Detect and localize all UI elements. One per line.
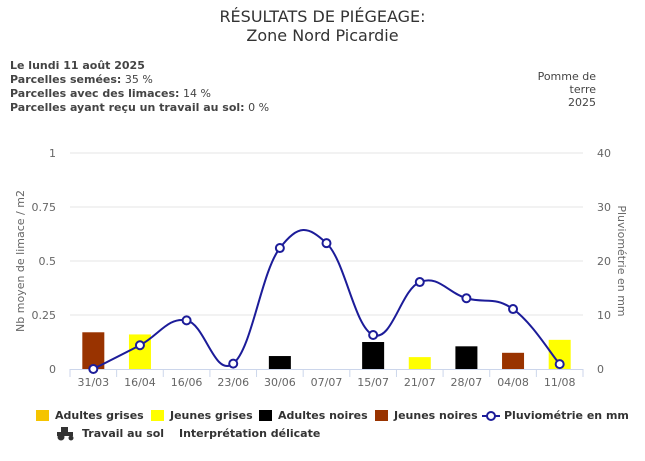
slugs-label: Parcelles avec des limaces [10,87,176,100]
crop-line: terre [569,83,596,96]
bar-jeunes-grises [548,339,571,369]
y-tick-label: 0.75 [32,201,57,214]
legend-label: Adultes noires [278,409,368,422]
x-tick-label: 23/06 [217,376,249,389]
rain-point [321,238,332,249]
rain-point [414,277,425,288]
y2-tick-label: 10 [597,309,611,322]
x-tick-label: 16/06 [171,376,203,389]
rain-line [92,229,561,370]
rain-point [228,358,239,369]
soil-label: Parcelles ayant reçu un travail au sol [10,101,241,114]
legend-label: Adultes grises [55,409,144,422]
x-tick-label: 15/07 [357,376,389,389]
x-tick-label: 04/08 [497,376,529,389]
legend-travail-sol[interactable]: Travail au sol [55,425,164,441]
legend-label: Travail au sol [82,426,165,440]
legend-label: Jeunes grises [170,409,253,422]
y-axis-title: Nb moyen de limace / m2 [14,190,27,332]
x-tick-label: 21/07 [404,376,436,389]
x-tick-label: 11/08 [544,376,576,389]
bar-jeunes-grises [408,357,431,369]
bar-adultes-noires [455,346,478,369]
bar-adultes-noires [362,342,385,369]
legend-adultes-grises[interactable]: Adultes grises [36,409,144,422]
tractor-icon [57,427,74,441]
rain-point [461,293,472,304]
x-tick-label: 07/07 [311,376,343,389]
bar-adultes-noires [268,356,291,369]
rain-point [508,304,519,315]
rain-point [88,364,99,374]
info-date: Le lundi 11 août 2025 [10,59,145,72]
y-tick-label: 0 [49,363,56,376]
y-tick-label: 0.5 [39,255,57,268]
legend-label: Interprétation délicate [179,427,321,440]
sown-value: 35 % [124,73,153,86]
legend-label: Pluviométrie en mm [504,409,629,422]
line-marker-icon [482,410,500,421]
rain-point [134,340,145,351]
legend-jeunes-noires[interactable]: Jeunes noires [375,409,478,422]
rain-point [368,329,379,340]
legend-interpretation: Interprétation délicate [179,427,320,440]
x-tick-label: 31/03 [77,376,109,389]
swatch [259,410,272,421]
soil-value: 0 % [248,101,270,114]
crop-line: 2025 [568,96,596,109]
bar-jeunes-noires [82,332,105,369]
y2-axis-title: Pluviométrie en mm [615,205,628,316]
x-tick-label: 16/04 [124,376,156,389]
legend-adultes-noires[interactable]: Adultes noires [259,409,368,422]
swatch [36,410,49,421]
rain-point [554,359,565,370]
x-tick-label: 28/07 [451,376,483,389]
crop-line: Pomme de [537,70,596,83]
rain-point [274,243,285,254]
y2-tick-label: 30 [597,201,611,214]
chart-title: RÉSULTATS DE PIÉGEAGE: [219,7,426,26]
legend-jeunes-grises[interactable]: Jeunes grises [151,409,253,422]
y2-tick-label: 0 [597,363,604,376]
legend-pluviometrie[interactable]: Pluviométrie en mm [482,409,629,422]
sown-label: Parcelles semées [10,73,117,86]
slugs-value: 14 % [182,87,211,100]
info-block: Le lundi 11 août 2025 Parcelles semées: … [10,59,270,114]
swatch [375,410,388,421]
chart-subtitle: Zone Nord Picardie [246,26,399,45]
y2-tick-label: 20 [597,255,611,268]
x-tick-label: 30/06 [264,376,296,389]
y2-tick-label: 40 [597,147,611,160]
bar-jeunes-noires [502,352,525,369]
y-tick-label: 0.25 [32,309,57,322]
y-tick-label: 1 [49,147,56,160]
legend-label: Jeunes noires [394,409,478,422]
swatch [151,410,164,421]
crop-label: Pomme de terre 2025 [520,70,596,109]
rain-point [181,315,192,326]
